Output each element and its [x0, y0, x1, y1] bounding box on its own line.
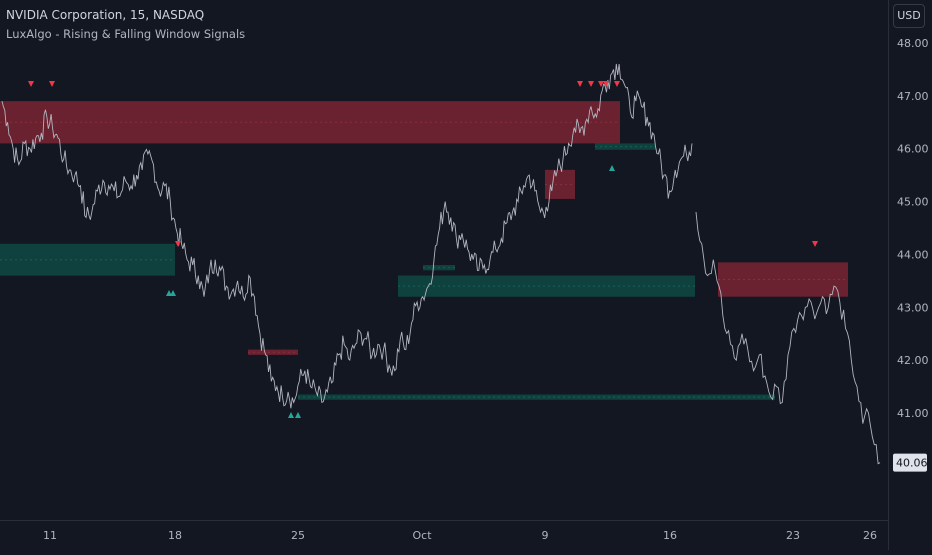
currency-button[interactable]: USD [893, 4, 925, 28]
time-tick-label: 9 [542, 529, 549, 542]
bullish-window-zone [298, 394, 775, 400]
last-price-tag [893, 453, 927, 472]
bearish-signal-marker [614, 81, 620, 87]
price-tick-label: 43.00 [897, 301, 929, 314]
time-tick-label: 25 [291, 529, 305, 542]
chart-legend: NVIDIA Corporation, 15, NASDAQ LuxAlgo -… [6, 7, 245, 43]
price-tick-label: 44.00 [897, 248, 929, 261]
price-line-segment-1 [1, 63, 693, 409]
time-tick-label: 16 [663, 529, 677, 542]
bearish-signal-marker [598, 81, 604, 87]
bullish-signal-marker [295, 412, 301, 418]
price-tick-label: 46.00 [897, 143, 929, 156]
bearish-signal-marker [49, 81, 55, 87]
bearish-signal-marker [175, 241, 181, 247]
bearish-signal-marker [603, 81, 609, 87]
price-tick-label: 45.00 [897, 196, 929, 209]
symbol-title[interactable]: NVIDIA Corporation, 15, NASDAQ [6, 8, 205, 22]
time-tick-label: 23 [786, 529, 800, 542]
bearish-signal-marker [588, 81, 594, 87]
time-tick-label: 18 [168, 529, 182, 542]
bullish-signal-marker [170, 290, 176, 296]
time-tick-label: 26 [863, 529, 877, 542]
price-tick-label: 41.00 [897, 407, 929, 420]
bearish-signal-marker [812, 241, 818, 247]
price-tick-label: 48.00 [897, 37, 929, 50]
last-price-label: 40.06 [896, 457, 928, 470]
bullish-signal-marker [166, 290, 172, 296]
bullish-signal-marker [288, 412, 294, 418]
bearish-signal-marker [28, 81, 34, 87]
bearish-signal-marker [577, 81, 583, 87]
price-tick-label: 42.00 [897, 354, 929, 367]
price-tick-label: 47.00 [897, 90, 929, 103]
bullish-signal-marker [609, 165, 615, 171]
time-tick-label: Oct [412, 529, 432, 542]
indicator-title[interactable]: LuxAlgo - Rising & Falling Window Signal… [6, 27, 246, 41]
price-line-segment-2 [695, 212, 881, 465]
time-tick-label: 11 [43, 529, 57, 542]
bullish-window-zone [398, 275, 695, 297]
